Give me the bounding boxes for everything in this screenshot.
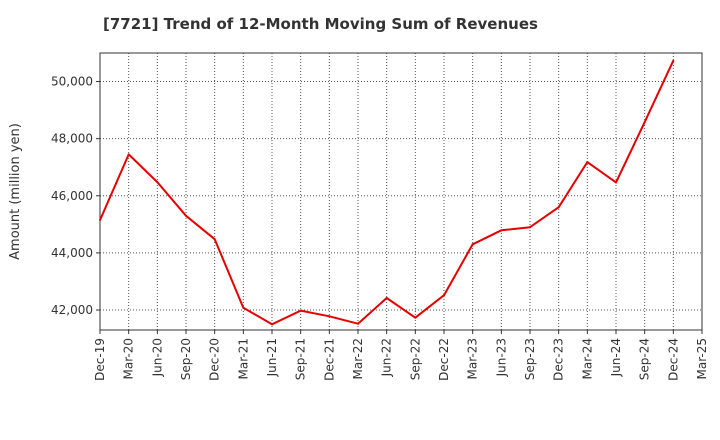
- x-tick-label: Dec-24: [666, 338, 680, 381]
- x-tick-label: Sep-21: [294, 338, 308, 380]
- x-tick-label: Jun-24: [609, 338, 623, 377]
- data-point: [529, 226, 531, 229]
- data-point: [643, 121, 646, 124]
- data-point: [557, 206, 560, 209]
- data-point: [213, 238, 216, 241]
- x-tick-label: Dec-19: [93, 338, 107, 381]
- data-point: [271, 323, 273, 326]
- x-tick-label: Dec-21: [322, 338, 336, 381]
- y-tick-label: 48,000: [51, 132, 93, 146]
- x-tick-label: Sep-23: [523, 338, 537, 380]
- y-axis-label: Amount (million yen): [8, 123, 23, 260]
- data-point: [471, 243, 474, 246]
- x-tick-label: Mar-21: [236, 338, 250, 379]
- x-tick-label: Mar-24: [580, 338, 594, 379]
- data-point: [385, 297, 388, 300]
- x-tick-label: Sep-20: [179, 338, 193, 380]
- x-tick-label: Dec-20: [208, 338, 222, 381]
- y-tick-label: 42,000: [51, 303, 93, 317]
- x-axis-ticks: Dec-19 Mar-20 Jun-20 Sep-20 Dec-20 Mar-21 Jun-…: [93, 330, 709, 381]
- data-point: [414, 316, 417, 319]
- x-tick-label: Sep-24: [638, 338, 652, 380]
- x-tick-label: Dec-22: [437, 338, 451, 381]
- series-layer: [99, 59, 675, 326]
- data-point: [357, 322, 359, 325]
- x-tick-label: Dec-23: [552, 338, 566, 381]
- data-point: [615, 181, 617, 184]
- y-tick-label: 50,000: [51, 75, 93, 89]
- x-tick-label: Mar-25: [695, 338, 709, 379]
- data-point: [156, 181, 159, 184]
- x-tick-label: Mar-22: [351, 338, 365, 379]
- x-tick-label: Jun-23: [494, 338, 508, 377]
- data-point: [299, 309, 302, 312]
- x-tick-label: Jun-22: [380, 338, 394, 377]
- y-axis-ticks: 42,000 44,000 46,000 48,000 50,000: [51, 75, 100, 317]
- data-point: [328, 315, 331, 318]
- data-point: [672, 59, 675, 62]
- x-tick-label: Jun-21: [265, 338, 279, 377]
- data-point: [586, 161, 589, 164]
- chart-title: [7721] Trend of 12-Month Moving Sum of R…: [103, 15, 538, 33]
- data-point: [127, 153, 130, 156]
- data-point: [242, 306, 245, 309]
- data-point: [500, 229, 503, 232]
- y-tick-label: 44,000: [51, 246, 93, 260]
- x-tick-label: Sep-22: [408, 338, 422, 380]
- x-tick-label: Mar-20: [122, 338, 136, 379]
- data-point: [99, 219, 101, 222]
- data-point: [185, 214, 187, 217]
- y-tick-label: 46,000: [51, 189, 93, 203]
- x-tick-label: Jun-20: [150, 338, 164, 377]
- plot-area: [99, 52, 703, 331]
- grid: [100, 53, 702, 330]
- data-point: [443, 294, 445, 297]
- x-tick-label: Mar-23: [466, 338, 480, 379]
